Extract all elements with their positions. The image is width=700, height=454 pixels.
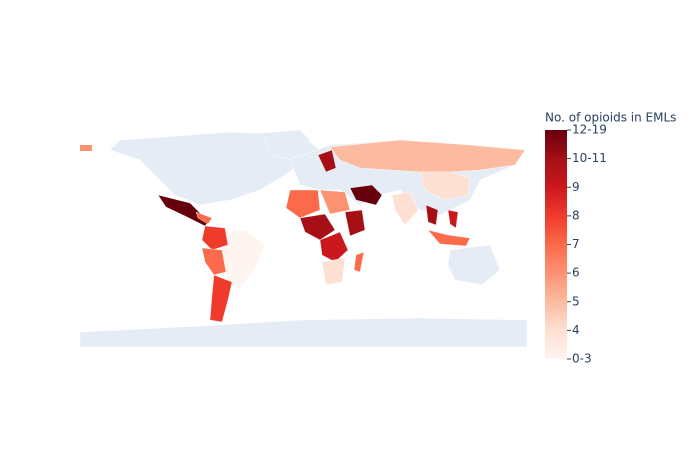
country	[329, 139, 526, 173]
country	[201, 225, 229, 251]
country	[447, 209, 459, 229]
country	[317, 149, 337, 173]
country	[299, 213, 336, 241]
country	[425, 204, 439, 226]
country	[419, 171, 471, 201]
australia	[447, 244, 501, 286]
country	[427, 229, 471, 247]
colorbar-tick-label: 5	[572, 294, 580, 308]
colorbar-gradient	[545, 130, 567, 359]
colorbar: No. of opioids in EMLs 0-3 4 5 6 7 8 9 10-11 12-…	[545, 111, 676, 366]
country	[391, 191, 419, 226]
colorbar-tick-label: 8	[572, 208, 580, 222]
colorbar-tick-label: 0-3	[572, 352, 592, 366]
greenland	[261, 129, 311, 161]
country	[195, 211, 213, 225]
country	[321, 257, 346, 286]
country	[201, 247, 227, 276]
country	[353, 251, 365, 273]
country	[319, 189, 351, 215]
north-america	[109, 131, 321, 206]
country	[285, 189, 321, 219]
country	[344, 209, 366, 237]
colorbar-tick-label: 9	[572, 180, 580, 194]
colorbar-tick-label: 7	[572, 237, 580, 251]
antarctica	[79, 317, 528, 348]
country	[319, 231, 349, 263]
colorbar-tick-label: 6	[572, 266, 580, 280]
country	[349, 184, 383, 206]
world-map	[79, 129, 528, 348]
colorbar-tick-label: 12-19	[572, 123, 607, 137]
colorbar-tick-label: 10-11	[572, 151, 607, 165]
country	[209, 274, 233, 323]
country	[80, 145, 92, 151]
colorbar-title: No. of opioids in EMLs	[545, 111, 676, 125]
colorbar-tick-label: 4	[572, 323, 580, 337]
